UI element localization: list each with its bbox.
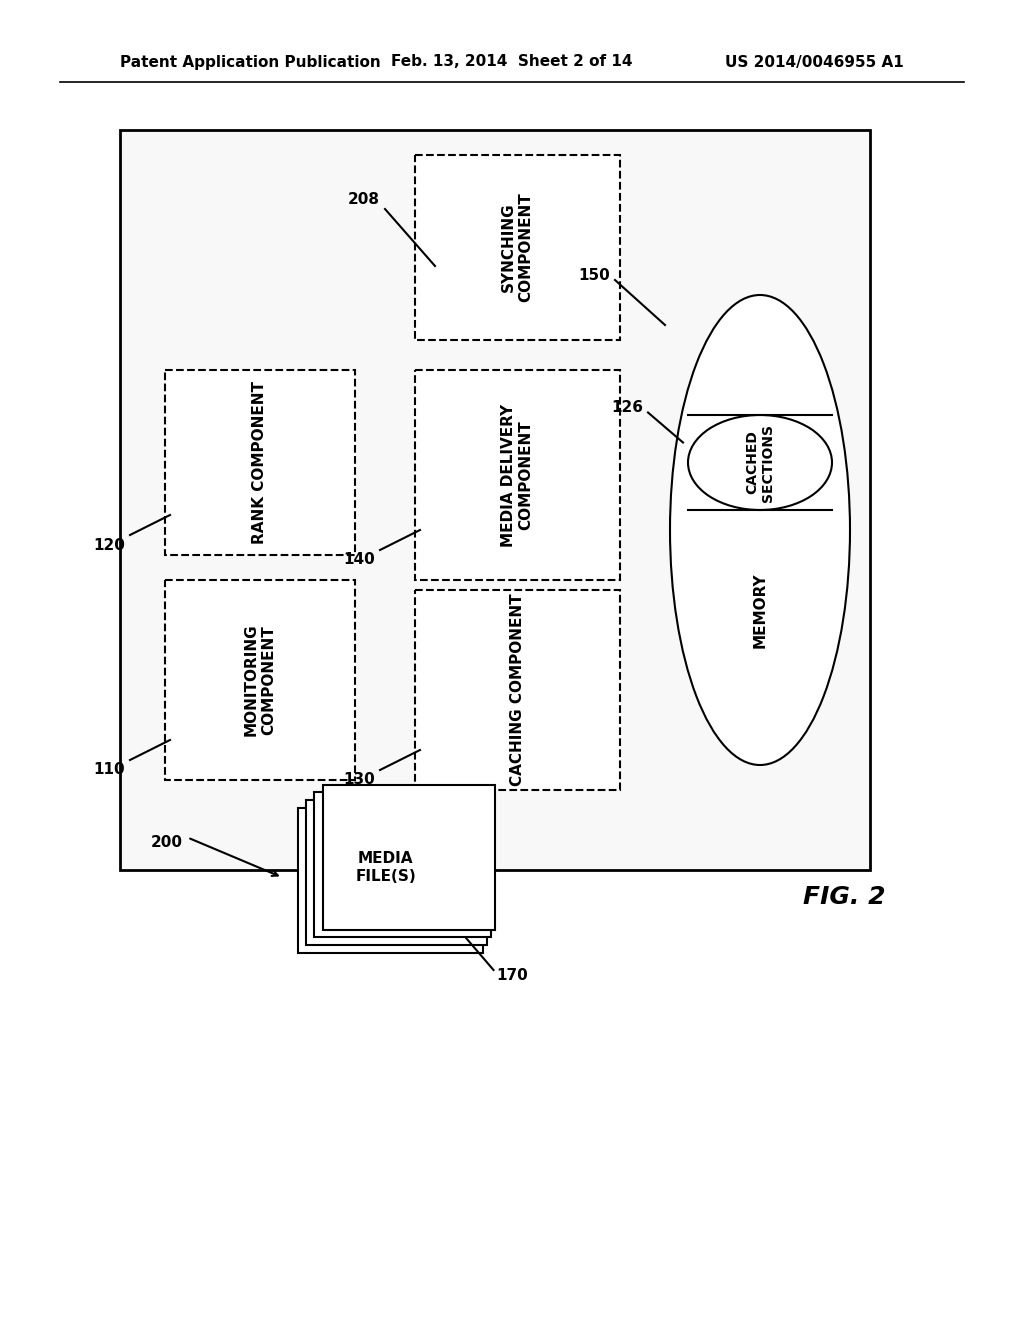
Bar bbox=[415, 370, 620, 579]
Ellipse shape bbox=[688, 414, 831, 510]
Text: MONITORING
COMPONENT: MONITORING COMPONENT bbox=[244, 623, 276, 737]
Bar bbox=[298, 808, 482, 953]
Text: Patent Application Publication: Patent Application Publication bbox=[120, 54, 381, 70]
Text: US 2014/0046955 A1: US 2014/0046955 A1 bbox=[725, 54, 904, 70]
Text: MEDIA DELIVERY
COMPONENT: MEDIA DELIVERY COMPONENT bbox=[502, 404, 534, 546]
Text: RANK COMPONENT: RANK COMPONENT bbox=[253, 381, 267, 544]
Text: 208: 208 bbox=[348, 191, 380, 206]
Bar bbox=[165, 370, 355, 554]
Text: MEDIA
FILE(S): MEDIA FILE(S) bbox=[355, 851, 416, 883]
Bar bbox=[306, 800, 486, 945]
Text: MEMORY: MEMORY bbox=[753, 572, 768, 648]
Bar bbox=[314, 792, 490, 937]
Text: 120: 120 bbox=[93, 537, 125, 553]
Text: 150: 150 bbox=[579, 268, 610, 282]
Text: 110: 110 bbox=[93, 763, 125, 777]
Bar bbox=[120, 129, 870, 870]
Bar bbox=[415, 154, 620, 341]
Text: 130: 130 bbox=[343, 772, 375, 788]
Bar bbox=[323, 784, 495, 929]
Text: 200: 200 bbox=[151, 836, 182, 850]
Bar bbox=[165, 579, 355, 780]
Text: 140: 140 bbox=[343, 553, 375, 568]
Bar bbox=[415, 590, 620, 789]
Text: FIG. 2: FIG. 2 bbox=[803, 886, 886, 909]
Text: 126: 126 bbox=[611, 400, 643, 414]
Text: SYNCHING
COMPONENT: SYNCHING COMPONENT bbox=[502, 193, 534, 302]
Text: CACHED
SECTIONS: CACHED SECTIONS bbox=[744, 424, 775, 502]
Text: 170: 170 bbox=[497, 968, 528, 982]
Text: Feb. 13, 2014  Sheet 2 of 14: Feb. 13, 2014 Sheet 2 of 14 bbox=[391, 54, 633, 70]
Text: CACHING COMPONENT: CACHING COMPONENT bbox=[510, 594, 525, 787]
Ellipse shape bbox=[670, 294, 850, 766]
